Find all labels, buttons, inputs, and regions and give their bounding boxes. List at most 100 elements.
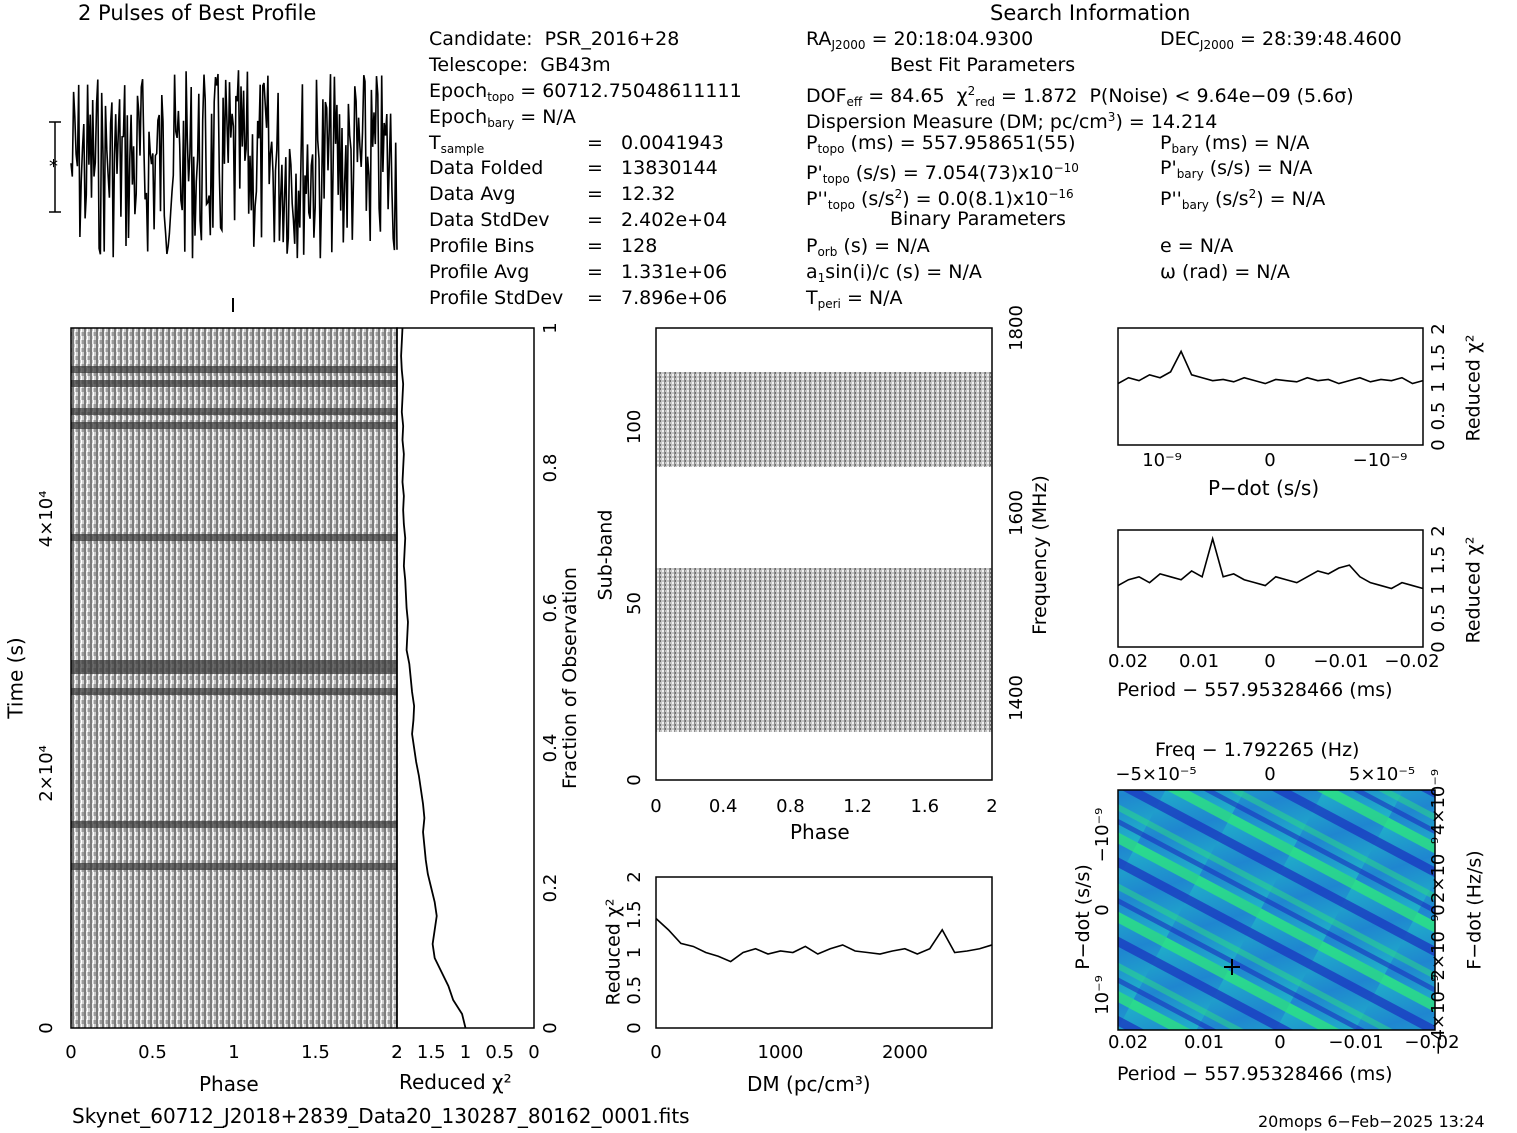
info-tsample-value: = 0.0041943 — [587, 132, 724, 154]
map-ytick: 10⁻⁹ — [1092, 975, 1113, 1015]
sub-ytick: 0 — [624, 774, 645, 785]
pdot-xlabel: P−dot (s/s) — [1208, 476, 1320, 500]
info-telescope: Telescope: GB43m — [429, 54, 611, 76]
map-y2tick: 2×10⁻⁹ — [1428, 837, 1449, 903]
tp-ytick: 4×10⁴ — [36, 491, 57, 548]
info-pddot-topo: P''topo (s/s2) = 0.0(8.1)x10−16 — [806, 187, 1074, 212]
tp-xtick: 1 — [228, 1042, 239, 1063]
info-ecc: e = N/A — [1160, 235, 1234, 257]
subband-heatmap-upper — [656, 372, 992, 467]
time-phase-dark-row — [71, 422, 397, 429]
chi2-time-plot — [396, 327, 535, 1029]
chi2time-ylabel: Fraction of Observation — [558, 567, 581, 789]
subband-phase-plot — [655, 327, 993, 781]
chi2time-xlabel: Reduced χ² — [399, 1070, 512, 1094]
chi2-dm-line — [655, 917, 993, 963]
footer-stamp: 20mops 6−Feb−2025 13:24 — [1258, 1112, 1485, 1131]
pdot-xtick: −10⁻⁹ — [1353, 450, 1408, 471]
period-ytick: 1.5 — [1428, 546, 1449, 575]
dm-ytick: 0.5 — [624, 976, 645, 1005]
tp-ytick: 2×10⁴ — [36, 745, 57, 802]
dm-xtick: 2000 — [882, 1042, 928, 1063]
pdot-ytick: 2 — [1428, 323, 1449, 334]
period-ytick: 1 — [1428, 583, 1449, 594]
tp-xtick: 0.5 — [138, 1042, 167, 1063]
time-phase-heatmap — [71, 328, 397, 1028]
binary-title: Binary Parameters — [890, 208, 1066, 230]
info-data-folded-value: = 13830144 — [587, 157, 718, 179]
footer-filename: Skynet_60712_J2018+2839_Data20_130287_80… — [72, 1104, 690, 1128]
tp-ylabel: Time (s) — [3, 637, 28, 719]
chi2time-xtick: 2 — [391, 1042, 402, 1063]
map-x2tick: −5×10⁻⁵ — [1115, 764, 1196, 785]
map-xlabel: Period − 557.95328466 (ms) — [1117, 1063, 1393, 1085]
info-ra: RAJ2000 = 20:18:04.9300 — [806, 28, 1034, 52]
dm-ytick: 1.5 — [624, 900, 645, 929]
info-profile-stddev: Profile StdDev — [429, 287, 564, 309]
time-phase-dark-row — [71, 667, 397, 674]
info-porb: Porb (s) = N/A — [806, 235, 930, 259]
chi2-time-line — [400, 327, 467, 1029]
sub-xlabel: Phase — [790, 820, 850, 844]
map-x2tick: 0 — [1264, 764, 1275, 785]
info-profile-bins-value: = 128 — [587, 235, 658, 257]
sub-xtick: 0 — [650, 796, 661, 817]
sub-y2tick: 1600 — [1006, 490, 1027, 536]
tp-xtick: 1.5 — [301, 1042, 330, 1063]
chi2-dm-plot — [655, 876, 993, 1029]
sub-xtick: 0.4 — [709, 796, 738, 817]
profile-line — [70, 70, 398, 259]
map-x2tick: 5×10⁻⁵ — [1349, 764, 1415, 785]
svg-text:*: * — [49, 156, 58, 177]
info-profile-avg: Profile Avg — [429, 261, 530, 283]
tp-xtick: 2 — [391, 1042, 402, 1063]
map-xtick: 0.02 — [1108, 1032, 1148, 1053]
pdot-period-heatmap — [1118, 790, 1435, 1030]
map-ytick: 0 — [1092, 904, 1113, 915]
time-phase-dark-row — [71, 366, 397, 373]
period-ytick: 0.5 — [1428, 604, 1449, 633]
map-y2tick: −2×10⁻⁹ — [1428, 914, 1449, 995]
info-candidate: Candidate: PSR_2016+28 — [429, 28, 680, 50]
sub-ylabel: Sub-band — [594, 509, 617, 601]
period-xlabel: Period − 557.95328466 (ms) — [1117, 679, 1393, 701]
best-fit-marker — [1224, 959, 1240, 975]
sub-xtick: 1.6 — [910, 796, 939, 817]
time-phase-dark-row — [71, 863, 397, 870]
map-y2tick: 4×10⁻⁹ — [1428, 769, 1449, 835]
pdot-ytick: 0.5 — [1428, 402, 1449, 431]
period-ytick: 0 — [1428, 641, 1449, 652]
period-xtick: −0.01 — [1313, 651, 1368, 672]
sub-ytick: 100 — [624, 410, 645, 444]
info-ptopo: Ptopo (ms) = 557.958651(55) — [806, 132, 1076, 156]
time-phase-dark-row — [71, 821, 397, 828]
dm-ytick: 0 — [624, 1022, 645, 1033]
period-xtick: −0.02 — [1384, 651, 1439, 672]
chi2-pdot-line — [1117, 349, 1424, 385]
sub-y2tick: 1800 — [1006, 305, 1027, 351]
info-epoch-bary: Epochbary = N/A — [429, 106, 576, 130]
info-a1: a1sin(i)/c (s) = N/A — [806, 261, 982, 285]
time-phase-dark-row — [71, 688, 397, 695]
map-y2tick: 0 — [1428, 904, 1449, 915]
info-omega: ω (rad) = N/A — [1160, 261, 1290, 283]
sub-y2tick: 1400 — [1006, 675, 1027, 721]
chi2time-xtick: 1.5 — [417, 1042, 446, 1063]
pdot-period-plot — [1117, 789, 1436, 1031]
map-title: Freq − 1.792265 (Hz) — [1155, 739, 1360, 761]
dm-ytick: 2 — [624, 871, 645, 882]
map-y2label: F−dot (Hz/s) — [1463, 850, 1486, 970]
period-xtick: 0.02 — [1108, 651, 1148, 672]
dm-xtick: 1000 — [758, 1042, 804, 1063]
pdot-ytick: 1 — [1428, 381, 1449, 392]
info-data-avg-value: = 12.32 — [587, 183, 676, 205]
info-dec: DECJ2000 = 28:39:48.4600 — [1160, 28, 1402, 52]
chi2time-ytick: 0 — [540, 1022, 561, 1033]
chi2time-ytick: 1 — [540, 322, 561, 333]
tp-ytick: 0 — [36, 1022, 57, 1033]
dm-xlabel: DM (pc/cm³) — [747, 1072, 871, 1096]
time-phase-dark-row — [71, 534, 397, 541]
map-ytick: −10⁻⁹ — [1092, 808, 1113, 863]
info-profile-stddev-value: = 7.896e+06 — [587, 287, 728, 309]
chi2-pdot-plot — [1117, 327, 1424, 446]
